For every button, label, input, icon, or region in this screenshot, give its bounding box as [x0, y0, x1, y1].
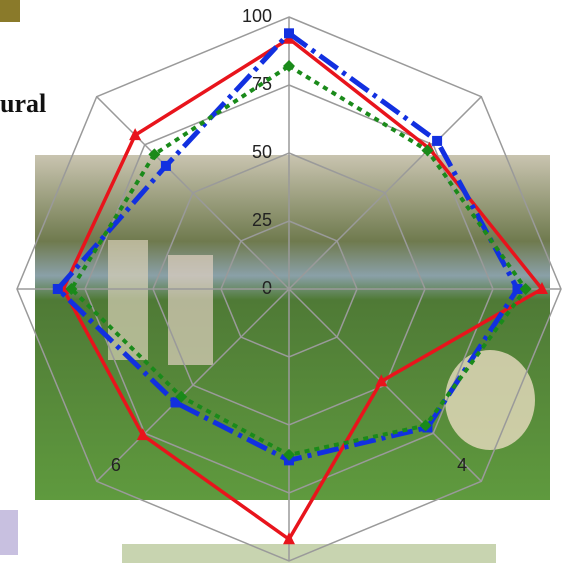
- r-tick-label: 25: [252, 210, 272, 230]
- photo-person: [168, 255, 213, 365]
- photo-fragment: [0, 0, 20, 22]
- marker: [161, 161, 171, 171]
- r-tick-label: 100: [242, 6, 272, 26]
- marker: [284, 28, 294, 38]
- r-tick-label: 50: [252, 142, 272, 162]
- chart: ural 025507510046: [0, 0, 577, 563]
- category-label: 6: [111, 455, 121, 475]
- annotation: ural: [0, 89, 46, 118]
- photo-person: [108, 240, 148, 360]
- marker: [432, 136, 442, 146]
- marker: [53, 284, 63, 294]
- photo-dog: [445, 350, 535, 450]
- category-label: 4: [457, 455, 467, 475]
- r-tick-label: 0: [262, 278, 272, 298]
- photo-fragment: [0, 510, 18, 555]
